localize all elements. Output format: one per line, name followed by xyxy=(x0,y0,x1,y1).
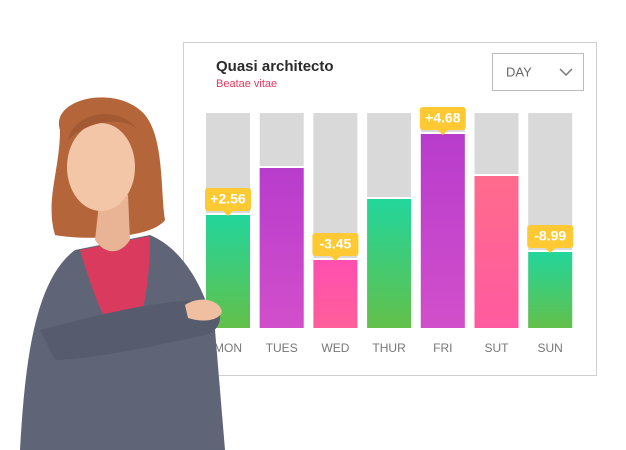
day-label: SUN xyxy=(538,341,563,355)
card-title: Quasi architecto xyxy=(216,58,334,75)
day-label: WED xyxy=(321,341,349,355)
badge-label: -3.45 xyxy=(319,236,351,252)
dropdown[interactable]: DAY xyxy=(492,53,584,91)
hand xyxy=(185,299,222,321)
card-subtitle: Beatae vitae xyxy=(216,78,277,90)
bar-fill xyxy=(528,252,573,328)
bar-cap xyxy=(474,174,519,176)
badge-pointer xyxy=(223,211,233,216)
day-label: THUR xyxy=(372,341,406,355)
hair-fringe xyxy=(68,113,138,140)
bar-fill xyxy=(474,176,519,328)
bar-cap xyxy=(259,166,304,168)
badge-pointer xyxy=(330,256,341,261)
badge-label: +4.68 xyxy=(425,110,461,126)
badge xyxy=(527,225,574,248)
dropdown-label[interactable]: DAY xyxy=(506,64,532,79)
crossed-arms xyxy=(40,300,220,360)
woman xyxy=(20,97,225,450)
bar-cap xyxy=(367,197,412,199)
day-label: TUES xyxy=(266,341,298,355)
chart-card: Quasi architecto Beatae vitae DAY MON +2.… xyxy=(183,42,597,376)
badge-label: -8.99 xyxy=(534,228,566,244)
badge-label: +2.56 xyxy=(210,191,246,207)
bar-fill xyxy=(259,168,304,328)
day-label: FRI xyxy=(433,341,452,355)
badge xyxy=(312,233,359,256)
face xyxy=(67,123,135,211)
dropdown-chevron xyxy=(559,68,573,77)
bar-fill xyxy=(420,134,465,328)
badge-pointer xyxy=(545,248,556,253)
day-label: MON xyxy=(214,341,242,355)
bar-fill xyxy=(313,260,358,328)
bar-fill xyxy=(367,199,412,328)
bars: MON +2.56 TUES WED -3.45 THUR FRI +4.68 SUT SUN -8… xyxy=(205,107,574,355)
badge-pointer xyxy=(437,130,448,135)
day-label: SUT xyxy=(485,341,510,355)
badge xyxy=(419,107,466,130)
badge xyxy=(205,188,251,211)
